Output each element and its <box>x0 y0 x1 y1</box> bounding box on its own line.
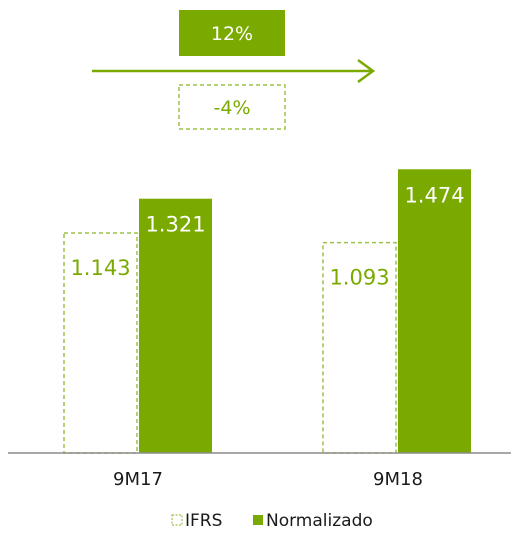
bar-normalizado <box>398 169 471 453</box>
bars-group: 1.143 1.321 1.093 1.474 <box>63 169 471 454</box>
x-tick-label: 9M17 <box>113 469 163 490</box>
legend-ifrs-label: IFRS <box>185 511 222 531</box>
legend-normalizado-swatch <box>253 515 263 525</box>
trend-arrow-head <box>357 58 376 84</box>
legend-normalizado-label: Normalizado <box>266 511 373 531</box>
x-tick-label: 9M18 <box>373 469 423 490</box>
bar-value-label: 1.093 <box>329 266 389 290</box>
bar-value-label: 1.474 <box>404 183 464 207</box>
growth-normalizado-box <box>179 10 285 56</box>
bar-ifrs <box>322 241 397 454</box>
bar-value-label: 1.321 <box>145 213 205 237</box>
growth-normalizado-label: 12% <box>211 23 253 45</box>
bar-normalizado <box>139 198 212 453</box>
legend-ifrs-swatch <box>171 514 183 526</box>
growth-ifrs-label: -4% <box>214 97 251 119</box>
growth-ifrs-box <box>178 84 286 130</box>
bar-value-label: 1.143 <box>70 256 130 280</box>
